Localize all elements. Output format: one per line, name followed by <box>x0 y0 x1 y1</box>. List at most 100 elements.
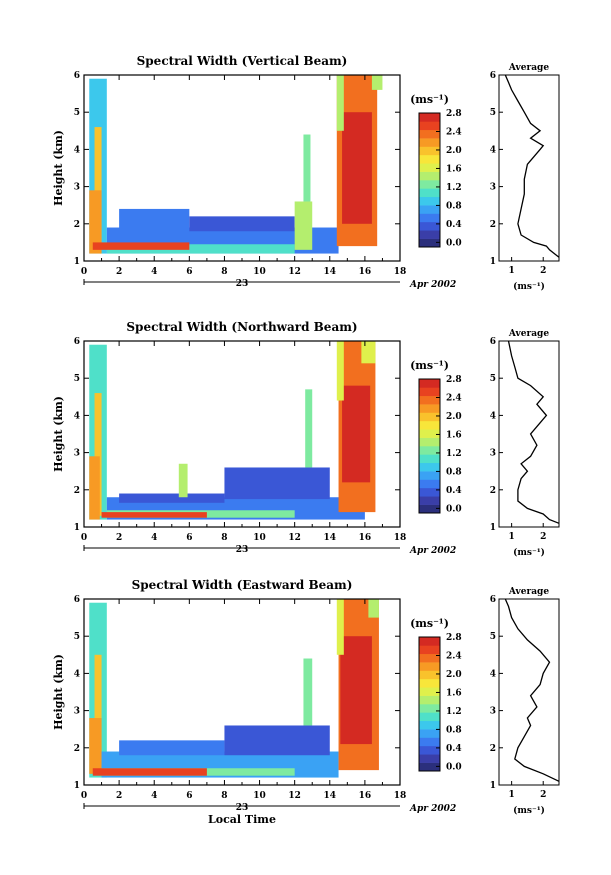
colorbar-swatch <box>419 379 440 388</box>
colorbar-swatch <box>419 720 440 730</box>
y-tick-label: 3 <box>74 183 80 193</box>
colorbar-swatch <box>419 504 440 514</box>
colorbar-swatch <box>419 180 440 189</box>
average-y-tick-label: 1 <box>490 523 496 533</box>
heatmap-cell <box>119 493 225 503</box>
heatmap-cell <box>92 768 207 776</box>
heatmap-cell <box>92 242 190 250</box>
colorbar-tick-label: 1.6 <box>446 430 462 440</box>
x-tick-label: 4 <box>151 267 157 277</box>
colorbar-swatch <box>419 113 440 122</box>
y-tick-label: 6 <box>74 595 80 605</box>
colorbar-tick-label: 1.2 <box>446 707 462 717</box>
y-tick-label: 6 <box>74 71 80 81</box>
x-tick-label: 4 <box>151 791 157 801</box>
y-tick-label: 2 <box>74 486 80 496</box>
average-x-tick-label: 2 <box>540 532 546 542</box>
y-tick-label: 5 <box>74 374 80 384</box>
average-y-tick-label: 2 <box>490 220 496 230</box>
colorbar-swatch <box>419 737 440 747</box>
average-profile-line <box>504 598 560 782</box>
y-tick-label: 4 <box>74 411 80 421</box>
heatmap-cell <box>336 341 344 401</box>
month-label: Apr 2002 <box>409 804 456 814</box>
month-label: Apr 2002 <box>409 280 456 290</box>
x-tick-label: 0 <box>81 533 87 543</box>
colorbar-swatch <box>419 188 440 198</box>
y-tick-label: 6 <box>74 337 80 347</box>
average-title: Average <box>508 329 549 339</box>
average-x-tick-label: 2 <box>540 266 546 276</box>
y-tick-label: 4 <box>74 145 80 155</box>
panel-title: Spectral Width (Eastward Beam) <box>132 578 353 592</box>
x-tick-label: 8 <box>221 533 227 543</box>
heatmap-cell <box>336 599 344 655</box>
heatmap-cell <box>89 456 100 520</box>
colorbar-tick-label: 0.8 <box>446 725 462 735</box>
average-x-tick-label: 2 <box>540 790 546 800</box>
y-tick-label: 4 <box>74 669 80 679</box>
heatmap-cell <box>342 112 372 224</box>
colorbar-tick-label: 1.2 <box>446 183 462 193</box>
colorbar-tick-label: 0.4 <box>446 486 462 496</box>
colorbar-swatch <box>419 163 440 172</box>
x-tick-label: 2 <box>116 533 122 543</box>
panel-3: Spectral Width (Eastward Beam)0 2 4 6 8 10 12 1… <box>52 578 560 826</box>
average-x-label: (ms⁻¹) <box>513 281 545 292</box>
colorbar-tick-label: 0.4 <box>446 220 462 230</box>
average-frame <box>498 74 560 262</box>
colorbar-swatch <box>419 462 440 472</box>
colorbar-swatch <box>419 412 440 422</box>
heatmap-cell <box>224 725 330 756</box>
colorbar-swatch <box>419 687 440 696</box>
x-tick-label: 6 <box>186 267 192 277</box>
average-x-label: (ms⁻¹) <box>513 547 545 558</box>
x-tick-label: 14 <box>324 267 337 277</box>
colorbar-tick-label: 2.0 <box>446 412 462 422</box>
colorbar-tick-label: 2.4 <box>446 127 462 137</box>
heatmap-cell <box>119 208 190 230</box>
colorbar-tick-label: 1.2 <box>446 449 462 459</box>
x-tick-label: 8 <box>221 267 227 277</box>
colorbar-swatch <box>419 670 440 680</box>
colorbar-swatch <box>419 429 440 438</box>
heatmap-cell <box>94 654 102 774</box>
average-x-label: (ms⁻¹) <box>513 805 545 816</box>
y-axis-label: Height (km) <box>52 396 65 472</box>
heatmap-cells <box>89 75 383 254</box>
average-y-tick-label: 2 <box>490 486 496 496</box>
colorbar-tick-label: 2.8 <box>446 109 462 119</box>
x-tick-label: 2 <box>116 791 122 801</box>
y-tick-label: 1 <box>74 523 80 533</box>
colorbar-tick-label: 0.0 <box>446 504 462 514</box>
average-y-tick-label: 4 <box>490 411 496 421</box>
colorbar-swatch <box>419 662 440 671</box>
colorbar-swatch <box>419 213 440 223</box>
average-panel: Average 1 2 3 4 5 6 1 2 (ms⁻¹) <box>490 329 560 558</box>
x-tick-label: 12 <box>288 267 301 277</box>
x-tick-label: 12 <box>288 791 301 801</box>
colorbar-swatch <box>419 645 440 655</box>
heatmap-cell <box>305 389 313 468</box>
average-y-tick-label: 6 <box>490 71 496 81</box>
colorbar-swatch <box>419 154 440 164</box>
heatmap-cell <box>361 341 376 364</box>
colorbar-swatch <box>419 745 440 755</box>
x-tick-label: 14 <box>324 791 337 801</box>
colorbar-swatch <box>419 695 440 705</box>
y-tick-label: 5 <box>74 108 80 118</box>
x-tick-label: 14 <box>324 533 337 543</box>
average-y-tick-label: 4 <box>490 145 496 155</box>
colorbar-tick-label: 1.6 <box>446 164 462 174</box>
heatmap-cell <box>224 467 330 500</box>
x-tick-label: 4 <box>151 533 157 543</box>
colorbar-swatch <box>419 446 440 455</box>
colorbar-unit-label: (ms⁻¹) <box>410 617 449 630</box>
colorbar-swatch <box>419 637 440 646</box>
heatmap-cell <box>178 463 188 498</box>
colorbar-frame <box>418 112 441 248</box>
average-title: Average <box>508 63 549 73</box>
average-y-tick-label: 3 <box>490 707 496 717</box>
colorbar-tick-label: 2.8 <box>446 633 462 643</box>
